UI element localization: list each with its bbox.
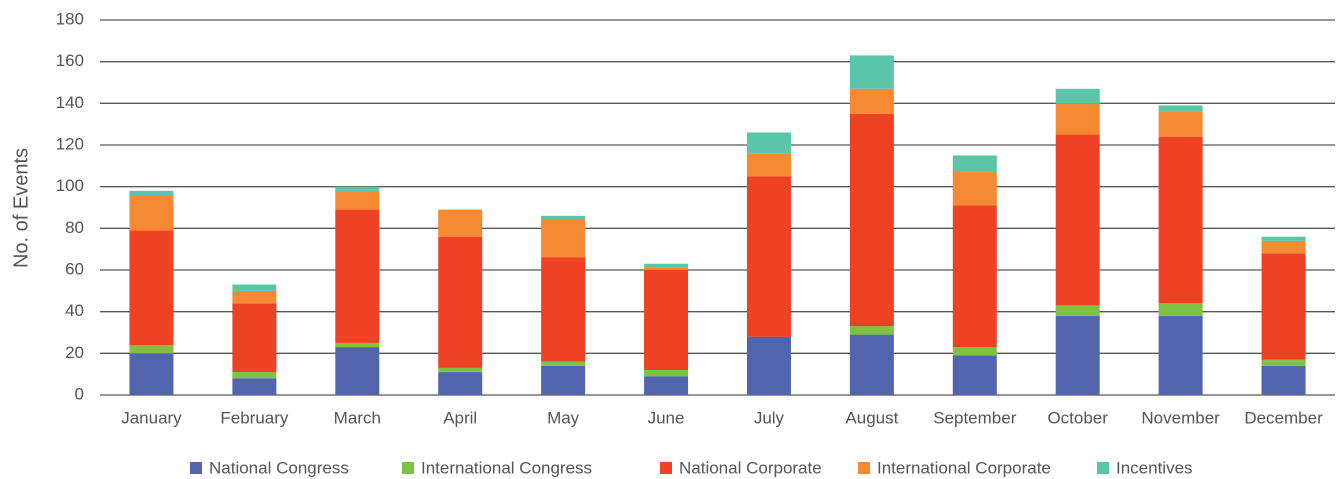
legend-label: International Corporate: [877, 458, 1051, 477]
bar-segment: [438, 367, 483, 373]
bar-segment: [1261, 236, 1306, 241]
bar-segment: [849, 55, 894, 89]
bar-segment: [1158, 136, 1203, 304]
y-tick-label: 0: [75, 384, 84, 403]
bar-segment: [438, 236, 483, 368]
bar-segment: [746, 132, 791, 154]
x-tick-label: April: [443, 408, 477, 427]
bar-segment: [1055, 134, 1100, 306]
bar-segment: [644, 263, 689, 268]
legend-label: National Corporate: [679, 458, 822, 477]
bar-segment: [644, 376, 689, 395]
bar-segment: [1261, 359, 1306, 366]
legend-swatch: [190, 462, 202, 474]
bar-segment: [746, 336, 791, 395]
bar-segment: [1158, 303, 1203, 316]
y-tick-label: 160: [56, 51, 84, 70]
x-tick-label: September: [933, 408, 1016, 427]
x-tick-label: October: [1047, 408, 1108, 427]
bar-segment: [1055, 305, 1100, 316]
bar-segment: [849, 88, 894, 114]
bar-segment: [746, 153, 791, 177]
x-tick-label: February: [220, 408, 289, 427]
y-tick-label: 180: [56, 9, 84, 28]
bar-segment: [1158, 111, 1203, 137]
bar-segment: [438, 209, 483, 237]
bar-segment: [644, 370, 689, 377]
bar-segment: [952, 155, 997, 173]
y-tick-label: 140: [56, 93, 84, 112]
bar-segment: [952, 205, 997, 348]
bar-segment: [335, 347, 380, 395]
legend-label: National Congress: [209, 458, 349, 477]
x-tick-label: July: [754, 408, 785, 427]
legend-label: Incentives: [1116, 458, 1193, 477]
legend-swatch: [660, 462, 672, 474]
bar-segment: [1055, 103, 1100, 135]
bar-segment: [335, 342, 380, 348]
bar-segment: [129, 345, 174, 354]
y-tick-label: 100: [56, 176, 84, 195]
bar-segment: [335, 186, 380, 191]
x-tick-label: June: [648, 408, 685, 427]
bar-segment: [952, 172, 997, 206]
y-tick-label: 40: [65, 301, 84, 320]
bar-segment: [232, 378, 277, 395]
y-tick-label: 120: [56, 134, 84, 153]
bar-segment: [644, 270, 689, 370]
y-axis-label: No. of Events: [10, 148, 32, 268]
bar-segment: [1158, 315, 1203, 395]
bar-segment: [129, 353, 174, 395]
x-tick-label: December: [1244, 408, 1323, 427]
x-tick-label: May: [547, 408, 580, 427]
bar-segment: [232, 284, 277, 291]
bar-segment: [849, 334, 894, 395]
bar-segment: [746, 176, 791, 337]
bar-segment: [1261, 253, 1306, 360]
y-tick-label: 20: [65, 343, 84, 362]
bar-segment: [849, 113, 894, 327]
x-tick-label: August: [845, 408, 898, 427]
bar-segment: [232, 303, 277, 373]
legend-swatch: [1097, 462, 1109, 474]
bar-segment: [952, 347, 997, 356]
bar-segment: [1055, 88, 1100, 104]
x-tick-label: March: [334, 408, 381, 427]
bar-segment: [129, 190, 174, 195]
legend-label: International Congress: [421, 458, 592, 477]
y-tick-label: 80: [65, 218, 84, 237]
bar-segment: [1158, 105, 1203, 112]
bar-segment: [1261, 365, 1306, 395]
bar-segment: [1261, 240, 1306, 254]
bar-segment: [1055, 315, 1100, 395]
bar-segment: [849, 326, 894, 335]
bar-segment: [952, 355, 997, 395]
bar-segment: [232, 372, 277, 379]
bar-segment: [335, 190, 380, 210]
bar-segment: [541, 220, 586, 258]
bar-segment: [541, 215, 586, 220]
bar-segment: [541, 365, 586, 395]
bar-segment: [129, 230, 174, 345]
legend-swatch: [402, 462, 414, 474]
bar-segment: [335, 209, 380, 343]
bar-segment: [438, 372, 483, 395]
bar-segment: [644, 267, 689, 270]
bar-segment: [541, 361, 586, 366]
y-tick-label: 60: [65, 259, 84, 278]
x-tick-label: November: [1141, 408, 1220, 427]
bar-segment: [129, 195, 174, 231]
legend-swatch: [858, 462, 870, 474]
x-tick-label: January: [121, 408, 182, 427]
bar-segment: [232, 290, 277, 304]
bar-segment: [541, 257, 586, 362]
